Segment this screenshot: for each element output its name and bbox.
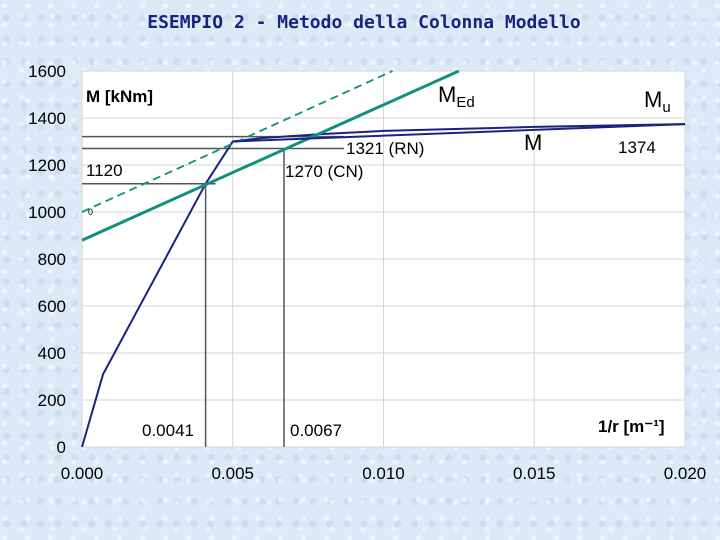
series-label-mu-main: M — [644, 87, 662, 112]
y-tick-label-3: 600 — [38, 297, 66, 316]
series-label-mu-sub: u — [662, 99, 670, 116]
series-label-med-main: M — [438, 82, 456, 107]
series-label-mu: Mu — [644, 87, 671, 116]
annotation-x-0067: 0.0067 — [290, 421, 342, 440]
y-tick-label-5: 1000 — [28, 203, 66, 222]
annotation-x-0041: 0.0041 — [142, 421, 194, 440]
series-line-m — [81, 123, 686, 448]
x-tick-label-0: 0.000 — [61, 464, 104, 483]
series-label-m: M — [524, 130, 542, 155]
y-tick-label-8: 1600 — [28, 62, 66, 81]
annotation-m-1270: 1270 (CN) — [285, 162, 363, 181]
annotation-m-1374: 1374 — [618, 138, 656, 157]
gridlines — [81, 70, 686, 448]
annotation-m-1321: 1321 (RN) — [346, 139, 424, 158]
y-tick-label-4: 800 — [38, 250, 66, 269]
annotation-small-mark: 0 — [88, 207, 93, 217]
x-tick-label-2: 0.010 — [362, 464, 405, 483]
annotation-m-1120: 1120 — [86, 161, 123, 180]
y-tick-label-2: 400 — [38, 344, 66, 363]
series-line-mu — [232, 123, 686, 143]
series-layer — [81, 69, 686, 448]
x-axis-label: 1/r [m⁻¹] — [598, 417, 665, 436]
y-tick-label-1: 200 — [38, 391, 66, 410]
x-tick-label-3: 0.015 — [513, 464, 556, 483]
slide-title: ESEMPIO 2 - Metodo della Colonna Modello — [147, 12, 581, 33]
tick-labels: 0 200 400 600 800 1000 1200 1400 1600 0.000 0.005 0… — [28, 62, 706, 483]
x-tick-label-4: 0.020 — [664, 464, 707, 483]
y-tick-label-6: 1200 — [28, 156, 66, 175]
series-label-med-sub: Ed — [456, 94, 474, 111]
series-label-med: MEd — [438, 82, 475, 111]
x-tick-label-1: 0.005 — [211, 464, 254, 483]
y-tick-label-7: 1400 — [28, 109, 66, 128]
y-tick-label-0: 0 — [57, 438, 66, 457]
series-line-med — [81, 69, 460, 242]
reference-lines — [82, 135, 345, 447]
y-axis-label: M [kNm] — [86, 87, 153, 106]
